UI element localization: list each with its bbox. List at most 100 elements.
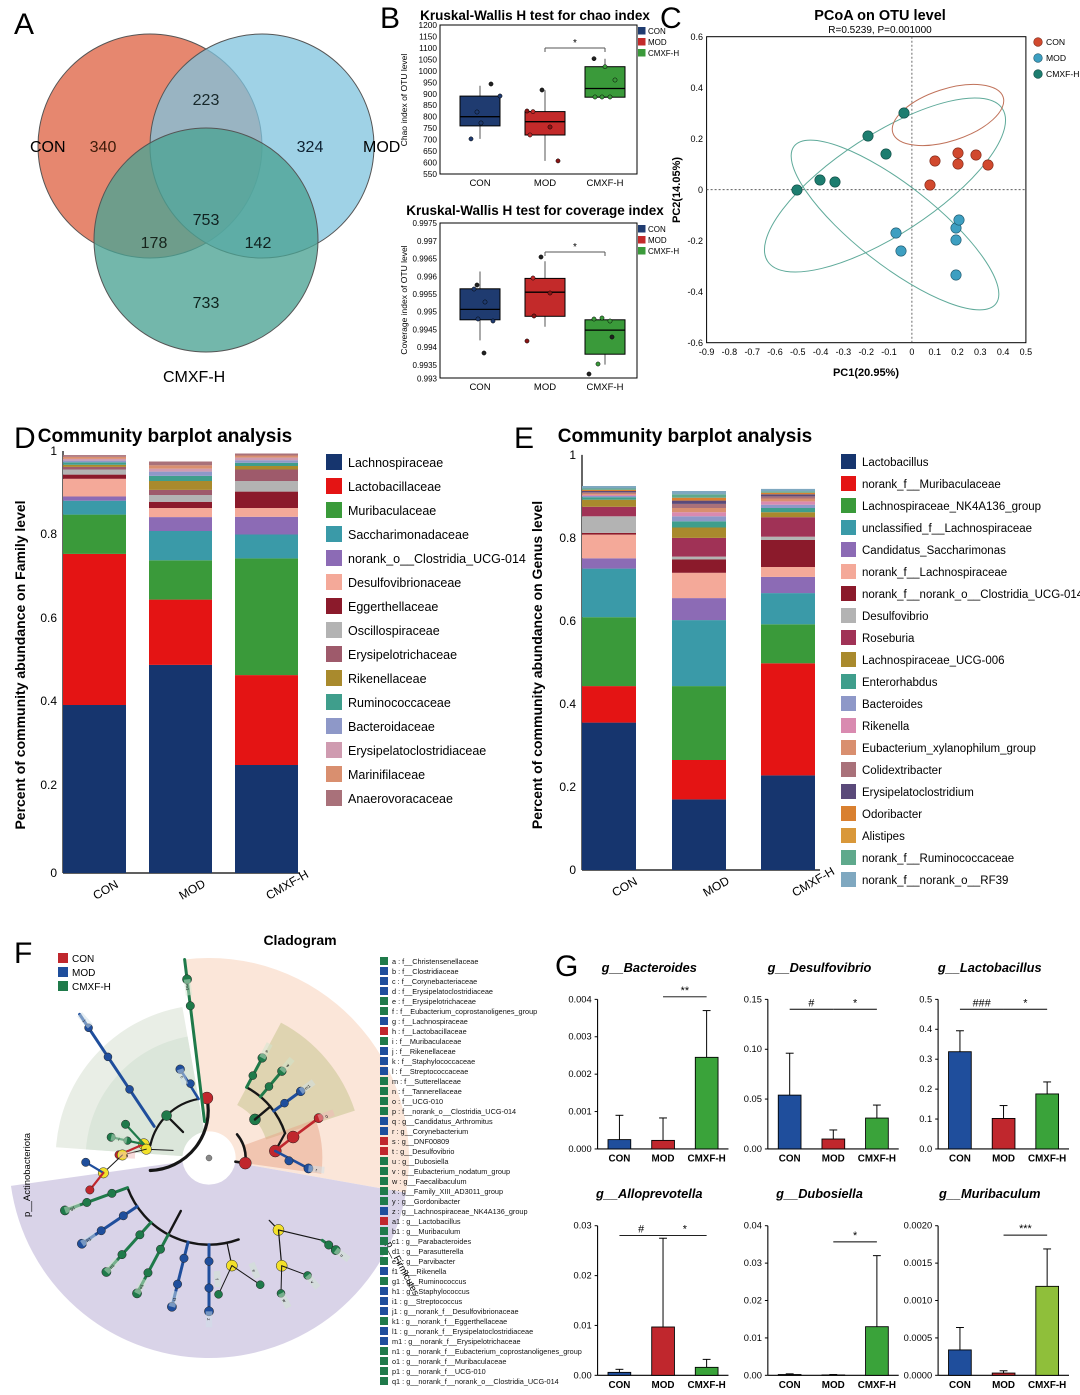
svg-text:r : g__Corynebacterium: r : g__Corynebacterium [392,1127,468,1136]
svg-text:MOD: MOD [992,1154,1015,1165]
svg-text:600: 600 [423,158,437,168]
svg-text:PCoA on OTU level: PCoA on OTU level [814,8,946,24]
svg-text:340: 340 [90,139,117,156]
svg-text:0.03: 0.03 [744,1258,762,1268]
svg-text:*: * [683,1224,688,1236]
svg-text:0.1: 0.1 [919,1114,932,1124]
svg-text:-0.7: -0.7 [744,347,760,357]
svg-text:g__Lactobacillus: g__Lactobacillus [937,960,1042,975]
svg-text:324: 324 [297,139,324,156]
svg-text:1200: 1200 [419,20,438,30]
svg-text:q1 : g__norank_f__norank_o__Cl: q1 : g__norank_f__norank_o__Clostridia_U… [392,1377,559,1386]
svg-text:g__Muribaculum: g__Muribaculum [938,1186,1041,1201]
svg-text:Rikenella: Rikenella [862,721,910,733]
svg-text:norank_f__Muribaculaceae: norank_f__Muribaculaceae [862,479,1001,491]
svg-text:Desulfovibrionaceae: Desulfovibrionaceae [348,576,461,590]
svg-text:Eubacterium_xylanophilum_group: Eubacterium_xylanophilum_group [862,743,1036,755]
svg-text:MOD: MOD [822,1154,845,1165]
svg-text:0.0015: 0.0015 [904,1258,933,1268]
svg-text:0.0020: 0.0020 [904,1221,933,1231]
svg-text:MOD: MOD [534,178,556,189]
svg-text:1: 1 [50,444,57,458]
svg-text:0.05: 0.05 [744,1094,762,1104]
svg-text:-0.6: -0.6 [767,347,783,357]
svg-text:Desulfovibrio: Desulfovibrio [862,611,928,623]
svg-text:0: 0 [569,863,576,877]
svg-text:1100: 1100 [419,43,437,53]
svg-text:223: 223 [193,92,220,109]
svg-text:k : f__Staphylococcaceae: k : f__Staphylococcaceae [392,1057,475,1066]
svg-text:CMXF-H: CMXF-H [1028,1380,1066,1391]
svg-text:0.6: 0.6 [559,614,576,628]
svg-text:u : g__Dubosiella: u : g__Dubosiella [392,1157,449,1166]
svg-text:*: * [573,242,577,253]
svg-text:-0.9: -0.9 [699,347,715,357]
svg-text:Odoribacter: Odoribacter [862,809,922,821]
svg-text:b1 : g__Muribaculum: b1 : g__Muribaculum [392,1227,460,1236]
svg-text:Bacteroides: Bacteroides [862,699,923,711]
svg-text:R=0.5239, P=0.001000: R=0.5239, P=0.001000 [828,25,932,36]
svg-text:0.2: 0.2 [559,780,576,794]
svg-text:CON: CON [1046,37,1065,47]
svg-text:800: 800 [423,112,437,122]
svg-text:PC1(20.95%): PC1(20.95%) [833,367,899,379]
svg-text:0.995: 0.995 [417,308,438,317]
svg-text:y : g__Gordonibacter: y : g__Gordonibacter [392,1197,461,1206]
svg-text:q : g__Candidatus_Arthromitus: q : g__Candidatus_Arthromitus [392,1117,493,1126]
svg-text:Muribaculaceae: Muribaculaceae [348,504,436,518]
svg-text:*: * [853,997,858,1009]
svg-text:MOD: MOD [822,1380,845,1391]
svg-text:0.002: 0.002 [568,1069,591,1079]
svg-text:0.9935: 0.9935 [413,361,438,370]
svg-text:0.5: 0.5 [1020,347,1033,357]
svg-text:CON: CON [648,27,666,36]
svg-text:n1 : g__norank_f__Eubacterium_: n1 : g__norank_f__Eubacterium_coprostano… [392,1347,582,1356]
svg-text:Percent of community abundance: Percent of community abundance on Family… [12,500,28,829]
svg-text:CMXF-H: CMXF-H [1028,1154,1066,1165]
svg-text:MOD: MOD [534,382,556,393]
svg-text:CON: CON [30,139,66,156]
svg-text:CON: CON [469,382,490,393]
svg-text:#: # [808,997,814,1009]
svg-text:CON: CON [949,1154,971,1165]
svg-text:0.2: 0.2 [951,347,964,357]
svg-text:g__Alloprevotella: g__Alloprevotella [595,1186,703,1201]
svg-text:p : f__norank_o__Clostridia_UC: p : f__norank_o__Clostridia_UCG-014 [392,1107,516,1116]
svg-text:0.02: 0.02 [744,1295,762,1305]
svg-text:Saccharimonadaceae: Saccharimonadaceae [348,528,469,542]
svg-text:0.9945: 0.9945 [413,326,438,335]
svg-text:x : g__Family_XIII_AD3011_grou: x : g__Family_XIII_AD3011_group [392,1187,503,1196]
svg-text:Community barplot analysis: Community barplot analysis [38,426,292,447]
svg-text:0.4: 0.4 [997,347,1010,357]
svg-text:***: *** [1019,1223,1032,1235]
svg-text:0.03: 0.03 [574,1221,592,1231]
svg-text:Roseburia: Roseburia [862,633,915,645]
svg-text:178: 178 [141,235,168,252]
svg-text:Lactobacillaceae: Lactobacillaceae [348,480,441,494]
svg-text:j : f__Rikenellaceae: j : f__Rikenellaceae [391,1047,456,1056]
svg-text:d : f__Erysipelatoclostridiace: d : f__Erysipelatoclostridiaceae [392,987,493,996]
svg-text:0.0010: 0.0010 [904,1295,933,1305]
svg-text:850: 850 [423,100,437,110]
svg-text:MOD: MOD [701,873,733,899]
svg-text:0: 0 [909,347,914,357]
svg-text:CON: CON [91,877,121,902]
svg-text:-0.8: -0.8 [722,347,738,357]
svg-text:-0.2: -0.2 [687,236,703,246]
svg-text:0.3: 0.3 [919,1054,932,1064]
svg-text:0.02: 0.02 [574,1271,592,1281]
svg-text:-0.1: -0.1 [881,347,897,357]
svg-text:MOD: MOD [648,38,667,47]
svg-text:CMXF-H: CMXF-H [688,1380,726,1391]
svg-text:norank_f__norank_o__RF39: norank_f__norank_o__RF39 [862,875,1008,887]
svg-text:###: ### [973,997,991,1009]
svg-text:Marinifilaceae: Marinifilaceae [348,768,425,782]
svg-text:0.4: 0.4 [559,697,576,711]
svg-text:0.996: 0.996 [417,272,438,281]
svg-text:142: 142 [245,235,272,252]
svg-text:a : f__Christensenellaceae: a : f__Christensenellaceae [392,957,478,966]
svg-text:MOD: MOD [648,236,667,245]
svg-text:j1 : g__norank_f__Desulfovibri: j1 : g__norank_f__Desulfovibrionaceae [391,1307,519,1316]
svg-text:0.9955: 0.9955 [413,290,438,299]
svg-text:CMXF-H: CMXF-H [72,982,111,993]
